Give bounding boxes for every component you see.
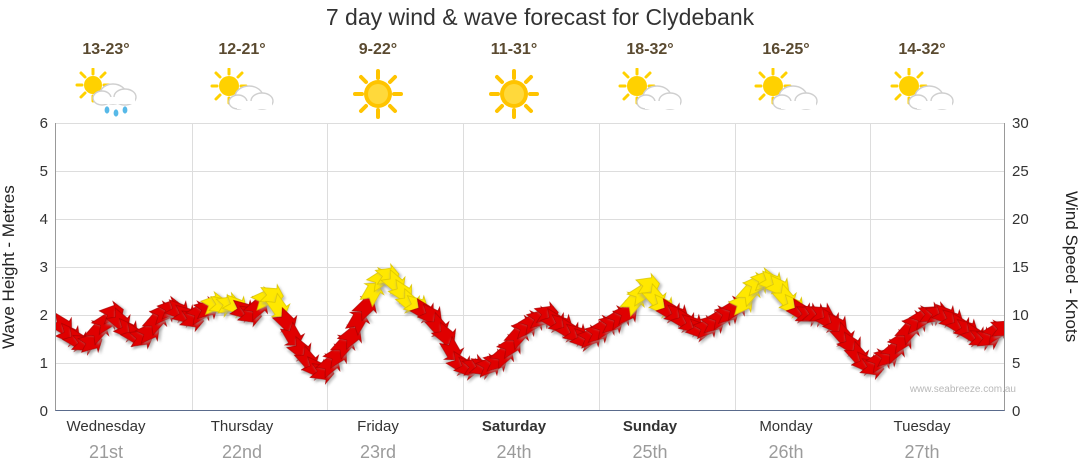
ytick-left-0: 0	[39, 403, 48, 420]
day-label-saturday: Saturday	[481, 418, 547, 435]
day-label-tuesday: Tuesday	[893, 418, 951, 435]
ytick-right-5: 5	[1012, 355, 1021, 372]
ytick-left-4: 4	[39, 211, 48, 228]
temp-label-sunday: 18-32°	[626, 41, 674, 58]
ytick-right-20: 20	[1012, 211, 1029, 228]
date-label-27th: 27th	[904, 442, 940, 462]
ytick-left-6: 6	[39, 115, 48, 132]
day-label-thursday: Thursday	[210, 418, 274, 435]
temp-label-tuesday: 14-32°	[898, 41, 946, 58]
plot-area	[55, 123, 1005, 411]
wind-arrow-series	[56, 262, 1004, 385]
date-label-21st: 21st	[88, 442, 124, 462]
ytick-right-30: 30	[1012, 115, 1029, 132]
weather-icon-sun	[449, 68, 579, 120]
ytick-right-0: 0	[1012, 403, 1021, 420]
day-name-row: Wednesday Thursday Friday Saturday Sunda…	[0, 418, 1080, 440]
date-label-23rd: 23rd	[359, 442, 397, 462]
ytick-left-3: 3	[39, 259, 48, 276]
temp-label-saturday: 11-31°	[490, 41, 538, 58]
day-label-sunday: Sunday	[622, 418, 678, 435]
watermark: www.seabreeze.com.au	[909, 384, 1016, 395]
gridline-4	[56, 219, 1004, 220]
weather-icon-sun-cloud	[857, 68, 987, 120]
ytick-left-5: 5	[39, 163, 48, 180]
page-title: 7 day wind & wave forecast for Clydebank	[325, 4, 755, 30]
date-label-24th: 24th	[496, 442, 532, 462]
vline-day-6	[870, 123, 872, 410]
date-label-22nd: 22nd	[221, 442, 263, 462]
date-label-26th: 26th	[768, 442, 804, 462]
ytick-right-25: 25	[1012, 163, 1029, 180]
date-label-25th: 25th	[632, 442, 668, 462]
y-axis-title-right: Wind Speed - Knots	[1062, 191, 1080, 343]
weather-icon-sun	[313, 68, 443, 120]
vline-day-3	[463, 123, 465, 410]
vline-day-5	[734, 123, 736, 410]
ytick-left-1: 1	[39, 355, 48, 372]
day-label-friday: Friday	[357, 418, 399, 435]
weather-icon-sun-cloud	[585, 68, 715, 120]
day-label-wednesday: Wednesday	[66, 418, 146, 435]
day-label-monday: Monday	[759, 418, 813, 435]
temp-label-friday: 9-22°	[358, 41, 398, 58]
date-row: 21st 22nd 23rd 24th 25th 26th 27th	[0, 442, 1080, 466]
gridline-5	[56, 171, 1004, 172]
ytick-left-2: 2	[39, 307, 48, 324]
ytick-right-10: 10	[1012, 307, 1029, 324]
weather-icon-row	[0, 68, 1080, 120]
weather-icon-sun-cloud-rain	[41, 68, 171, 120]
temperature-row: 13-23° 12-21° 9-22° 11-31° 18-32° 16-25°…	[0, 41, 1080, 65]
vline-day-4	[598, 123, 600, 410]
gridline-6	[56, 123, 1004, 124]
weather-icon-sun-cloud	[721, 68, 851, 120]
temp-label-monday: 16-25°	[762, 41, 810, 58]
vline-day-2	[327, 123, 329, 410]
gridline-3	[56, 267, 1004, 268]
weather-icon-sun-cloud	[177, 68, 307, 120]
temp-label-thursday: 12-21°	[218, 41, 266, 58]
gridline-1	[56, 363, 1004, 364]
vline-day-1	[191, 123, 193, 410]
ytick-right-15: 15	[1012, 259, 1029, 276]
temp-label-wednesday: 13-23°	[82, 41, 130, 58]
